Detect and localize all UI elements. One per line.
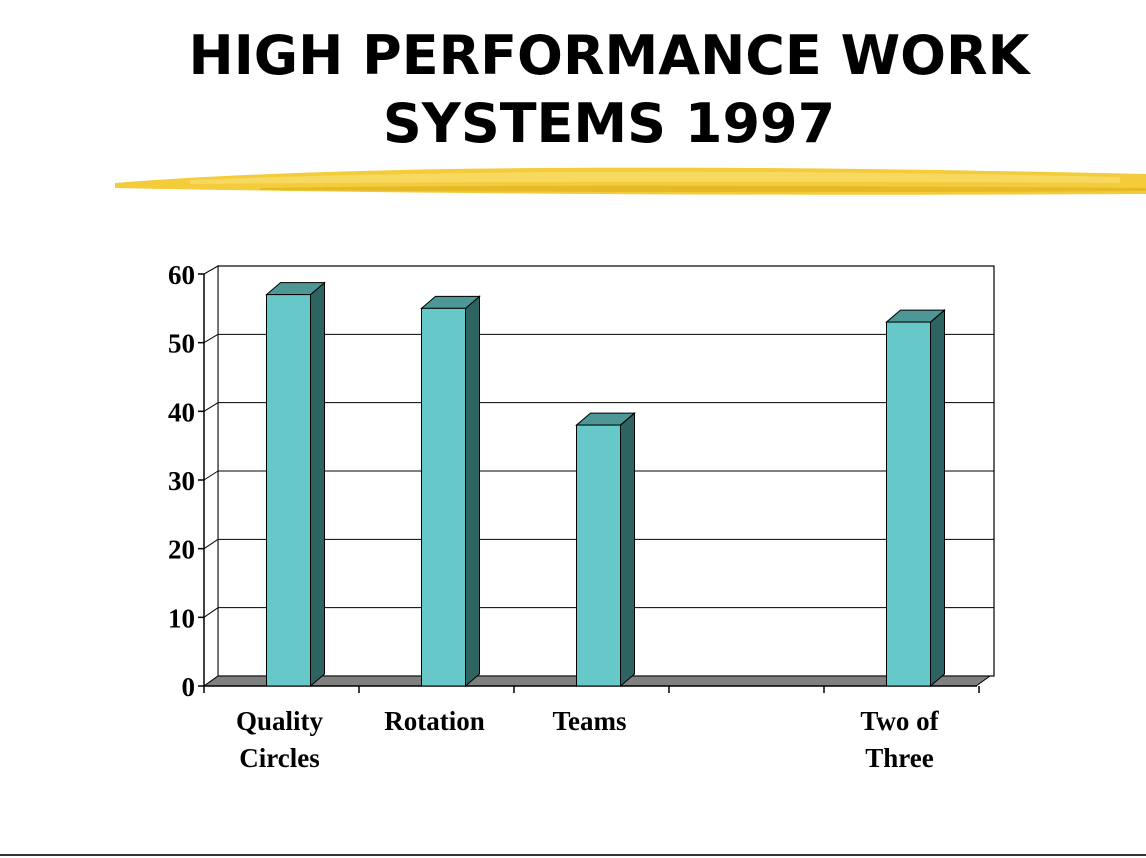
y-tick-label: 40 xyxy=(168,397,195,427)
bar xyxy=(266,294,311,687)
y-tick-label: 0 xyxy=(182,672,196,702)
x-category-label: Rotation xyxy=(384,706,485,736)
bar xyxy=(886,321,931,687)
bar xyxy=(421,307,466,687)
bottom-rule xyxy=(0,854,1146,856)
x-category-label: Quality xyxy=(236,706,324,736)
bar-side xyxy=(465,295,480,688)
y-tick-label: 20 xyxy=(168,535,195,565)
bar-side xyxy=(930,308,945,688)
title-line-1: HIGH PERFORMANCE WORK xyxy=(188,24,1030,87)
x-category-label: Three xyxy=(865,743,934,773)
bar-side xyxy=(310,281,325,688)
y-tick-label: 10 xyxy=(168,603,195,633)
title-line-2: SYSTEMS 1997 xyxy=(382,92,836,155)
x-category-label: Circles xyxy=(239,743,319,773)
yellow-brush-stroke xyxy=(115,167,1146,195)
y-tick-label: 50 xyxy=(168,329,195,359)
gridline-side xyxy=(203,470,219,481)
gridline-side xyxy=(203,607,219,618)
y-tick-label: 30 xyxy=(168,466,195,496)
slide-title: HIGH PERFORMANCE WORK SYSTEMS 1997 xyxy=(0,22,1146,158)
gridline-side xyxy=(203,402,219,412)
bar-side xyxy=(620,411,635,688)
y-tick-label: 60 xyxy=(168,260,195,290)
bar xyxy=(576,424,621,687)
gridline-side xyxy=(203,333,219,344)
gridline-side xyxy=(203,538,219,550)
gridline-side xyxy=(203,265,219,275)
x-category-label: Teams xyxy=(552,706,626,736)
x-category-label: Two of xyxy=(860,706,939,736)
